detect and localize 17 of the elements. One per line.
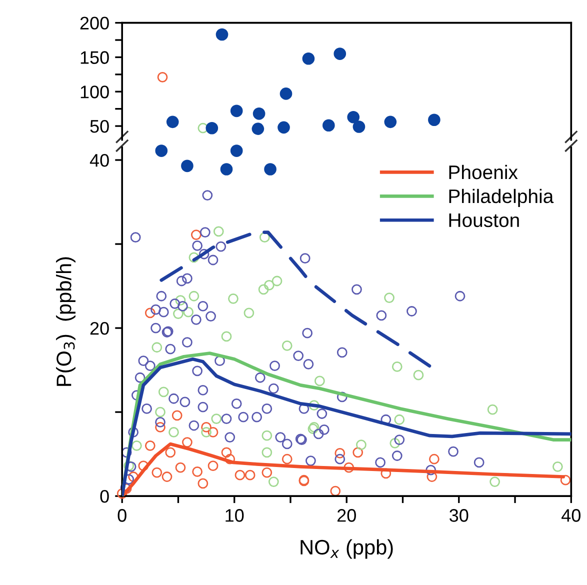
- y-tick-label: 50: [90, 120, 109, 133]
- legend-label: Houston: [449, 214, 519, 228]
- x-tick-label: 10: [226, 509, 244, 522]
- x-axis-title: NO$_{x}$ (ppb): [300, 539, 393, 559]
- y-tick-label: 0: [100, 490, 109, 503]
- y-axis-title: P(O$_{3}$) (ppb/h): [56, 257, 76, 386]
- y-tick-label: 20: [90, 322, 109, 335]
- legend-label: Philadelphia: [449, 188, 554, 208]
- y-tick-label: 150: [80, 51, 109, 64]
- y-tick-label: 200: [80, 16, 109, 30]
- y-tick-label: 40: [90, 154, 109, 167]
- x-tick-label: 20: [337, 509, 356, 522]
- x-tick-label: 40: [562, 509, 580, 522]
- legend-label: Phoenix: [449, 164, 518, 180]
- x-tick-label: 30: [450, 509, 468, 522]
- y-tick-label: 100: [80, 86, 109, 98]
- x-tick-label: 0: [118, 509, 126, 522]
